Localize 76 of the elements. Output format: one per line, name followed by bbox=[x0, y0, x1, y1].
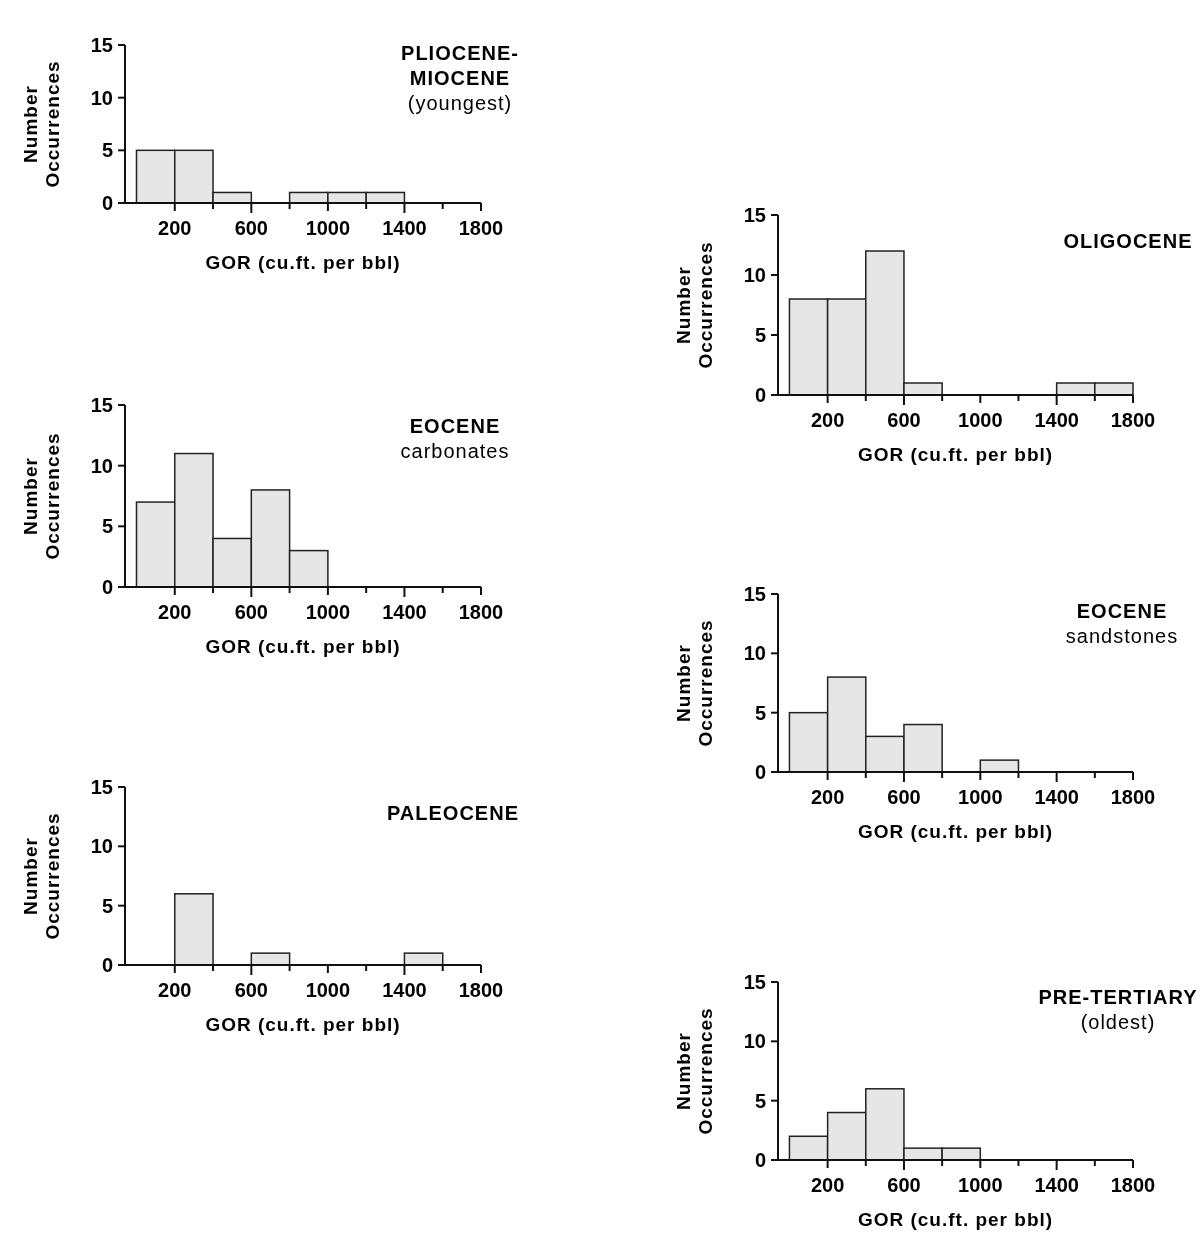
x-axis-title: GOR (cu.ft. per bbl) bbox=[205, 252, 401, 273]
y-tick-label: 10 bbox=[743, 264, 766, 286]
x-axis-title: GOR (cu.ft. per bbl) bbox=[857, 444, 1054, 465]
x-tick-label: 1000 bbox=[958, 786, 1003, 808]
text: (youngest) bbox=[407, 92, 513, 114]
x-tick-label: 1000 bbox=[305, 979, 351, 1001]
y-axis-title: Number Occurrences bbox=[673, 619, 716, 747]
text: OLIGOCENE bbox=[1063, 230, 1193, 252]
x-tick-label: 1800 bbox=[458, 217, 504, 239]
x-tick-label: 1000 bbox=[958, 1174, 1003, 1196]
y-tick-label: 5 bbox=[101, 515, 113, 538]
x-tick-label: 1800 bbox=[1110, 409, 1156, 431]
x-tick-label: 1800 bbox=[1110, 1174, 1156, 1196]
x-tick-label: 1400 bbox=[1034, 409, 1079, 431]
x-tick-label: 1400 bbox=[382, 979, 427, 1001]
y-tick-label: 15 bbox=[90, 394, 113, 416]
text: sandstones bbox=[1065, 625, 1179, 647]
text: carbonates bbox=[400, 440, 510, 462]
x-tick-label: 600 bbox=[887, 786, 921, 808]
x-tick-label: 600 bbox=[887, 1174, 921, 1196]
x-axis-title: GOR (cu.ft. per bbl) bbox=[857, 821, 1054, 842]
x-axis-title: GOR (cu.ft. per bbl) bbox=[205, 1014, 401, 1035]
x-tick-label: 1400 bbox=[1034, 1174, 1079, 1196]
y-tick-label: 10 bbox=[90, 86, 113, 109]
y-tick-label: 10 bbox=[743, 642, 766, 665]
y-axis-title: Number Occurrences bbox=[673, 1007, 716, 1135]
x-tick-label: 1000 bbox=[958, 409, 1003, 431]
x-tick-label: 200 bbox=[810, 786, 845, 808]
x-tick-label: 200 bbox=[158, 601, 192, 623]
y-tick-label: 15 bbox=[743, 204, 766, 226]
y-axis-title: Number Occurrences bbox=[20, 432, 63, 560]
y-axis-title: Number Occurrences bbox=[20, 812, 63, 940]
y-tick-label: 15 bbox=[90, 34, 113, 56]
chart-title: PRE-TERTIARY bbox=[1038, 986, 1198, 1008]
x-tick-label: 1400 bbox=[1034, 786, 1079, 808]
x-tick-label: 600 bbox=[887, 409, 921, 431]
y-tick-label: 10 bbox=[90, 835, 113, 858]
y-tick-label: 10 bbox=[743, 1030, 766, 1053]
x-tick-label: 200 bbox=[158, 217, 192, 239]
x-tick-label: 600 bbox=[234, 979, 269, 1001]
x-tick-label: 600 bbox=[234, 217, 269, 239]
x-tick-label: 1400 bbox=[382, 217, 427, 239]
x-tick-label: 200 bbox=[158, 979, 192, 1001]
x-tick-label: 200 bbox=[810, 409, 845, 431]
y-tick-label: 0 bbox=[101, 192, 113, 214]
text: PLIOCENE- MIOCENE bbox=[401, 42, 519, 89]
x-tick-label: 1400 bbox=[382, 601, 427, 623]
y-tick-label: 15 bbox=[90, 776, 113, 798]
y-tick-label: 0 bbox=[754, 384, 766, 406]
y-tick-label: 5 bbox=[754, 701, 766, 724]
y-tick-label: 5 bbox=[754, 1089, 766, 1112]
chart-title: EOCENE bbox=[1076, 600, 1168, 622]
y-tick-label: 5 bbox=[754, 324, 766, 346]
x-tick-label: 1800 bbox=[1110, 786, 1156, 808]
y-tick-label: 15 bbox=[743, 583, 766, 605]
x-axis-title: GOR (cu.ft. per bbl) bbox=[205, 636, 401, 657]
y-tick-label: 0 bbox=[101, 954, 113, 976]
text: (oldest) bbox=[1080, 1011, 1156, 1033]
y-tick-label: 15 bbox=[743, 971, 766, 993]
x-tick-label: 1800 bbox=[458, 601, 504, 623]
y-tick-label: 5 bbox=[101, 894, 113, 917]
y-tick-label: 10 bbox=[90, 454, 113, 477]
y-tick-label: 0 bbox=[754, 761, 766, 783]
x-tick-label: 1000 bbox=[305, 217, 351, 239]
x-tick-label: 1800 bbox=[458, 979, 504, 1001]
x-tick-label: 1000 bbox=[305, 601, 351, 623]
y-axis-title: Number Occurrences bbox=[673, 241, 716, 369]
text: PALEOCENE bbox=[387, 802, 519, 824]
y-tick-label: 0 bbox=[101, 576, 113, 598]
x-tick-label: 600 bbox=[234, 601, 269, 623]
x-axis-title: GOR (cu.ft. per bbl) bbox=[857, 1209, 1054, 1230]
text: EOCENE bbox=[409, 415, 501, 437]
y-axis-title: Number Occurrences bbox=[20, 60, 63, 188]
y-tick-label: 0 bbox=[754, 1149, 766, 1171]
y-tick-label: 5 bbox=[101, 139, 113, 162]
x-tick-label: 200 bbox=[810, 1174, 845, 1196]
